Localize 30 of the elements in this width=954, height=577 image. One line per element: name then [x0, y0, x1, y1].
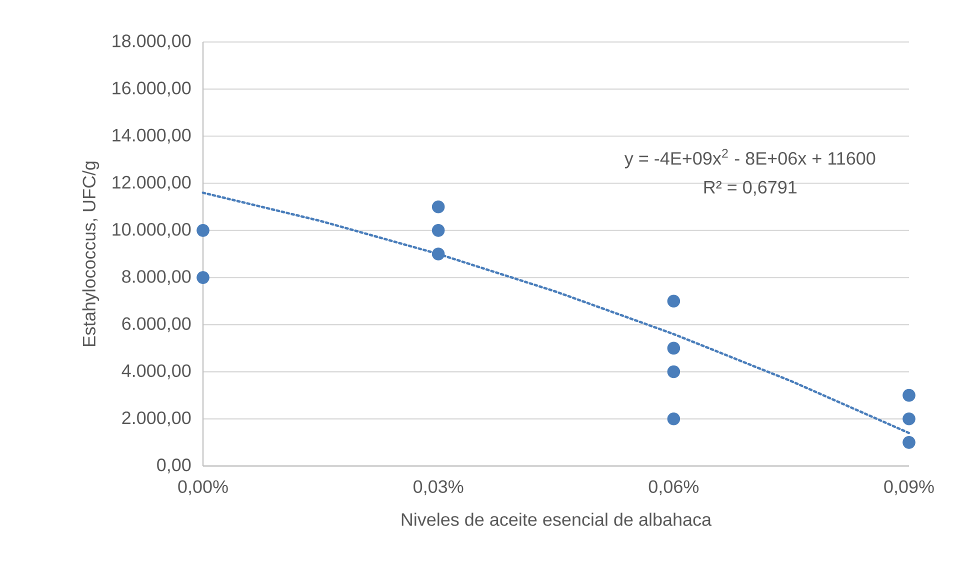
y-tick-label: 10.000,00: [112, 223, 191, 238]
point: [667, 294, 680, 308]
y-axis-title: Estahylococcus, UFC/g: [82, 162, 100, 346]
x-tick-label: 0,03%: [414, 480, 464, 496]
point: [902, 388, 916, 402]
y-tick-label: 2.000,00: [122, 411, 191, 426]
y-tick-label: 6.000,00: [122, 317, 191, 332]
x-tick-label: 0,06%: [648, 480, 699, 496]
annotation: R² = 0,6791: [704, 180, 797, 196]
x-axis-title: Niveles de aceite esencial de albahaca: [402, 512, 712, 526]
x-tick-label: 0,09%: [884, 480, 934, 496]
point: [667, 342, 680, 355]
point: [432, 248, 445, 260]
y-tick-label: 14.000,00: [112, 128, 191, 144]
point: [667, 365, 680, 378]
point: [196, 224, 210, 237]
point: [196, 271, 210, 284]
point: [432, 224, 445, 237]
point: [432, 200, 445, 214]
y-tick-label: 16.000,00: [112, 82, 191, 97]
annotation: y = -4E+09x$^{2}$ - 8E+06x + 11600: [624, 148, 876, 168]
y-tick-label: 8.000,00: [122, 270, 191, 285]
y-tick-label: 18.000,00: [112, 34, 191, 50]
y-tick-label: 12.000,00: [112, 176, 191, 191]
x-tick-label: 0,00%: [178, 480, 228, 496]
point: [902, 436, 916, 449]
point: [902, 412, 916, 426]
y-tick-label: 0,00: [157, 458, 191, 474]
point: [667, 412, 680, 426]
y-tick-label: 4.000,00: [122, 364, 191, 380]
